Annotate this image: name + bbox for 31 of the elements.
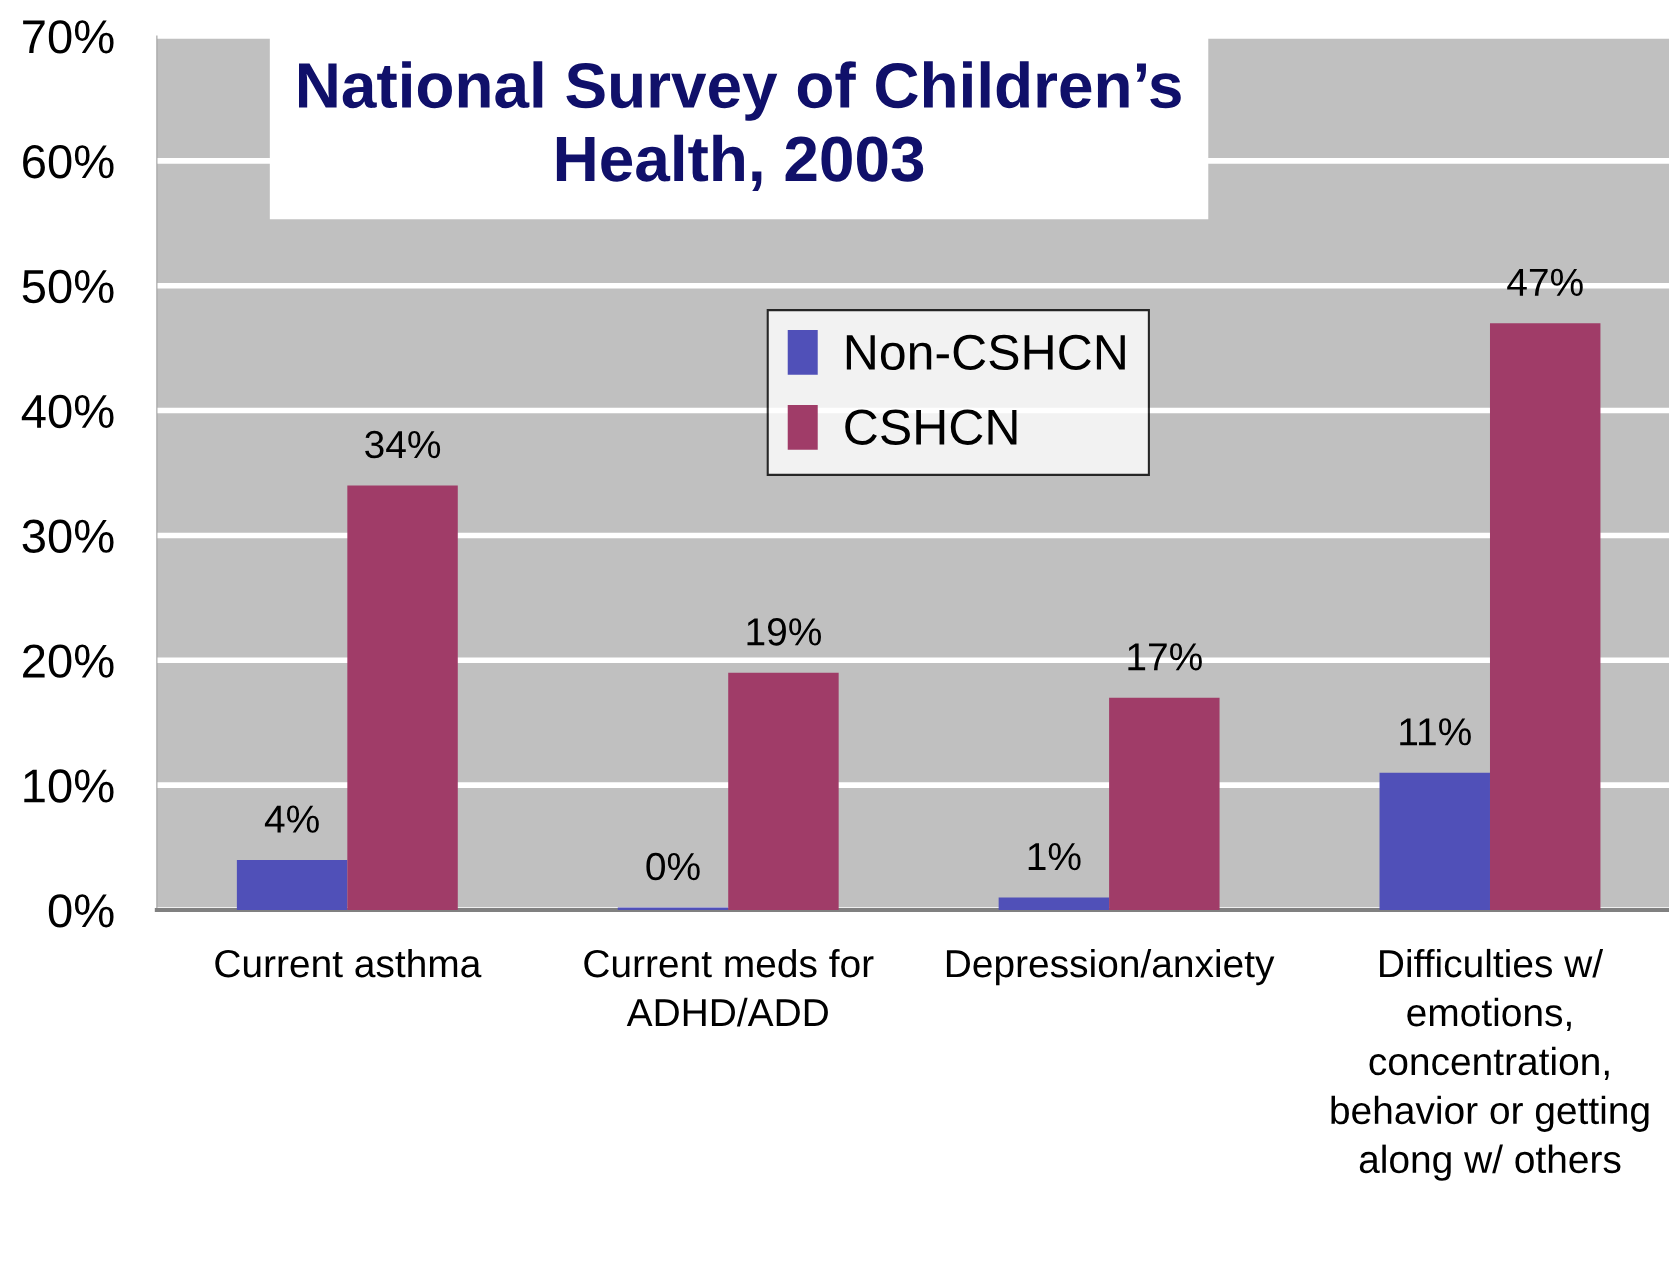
legend-label: CSHCN: [845, 409, 1017, 445]
bar: [236, 860, 348, 910]
y-tick-label: 0%: [48, 894, 114, 928]
x-tick-label: Difficulties w/ emotions, concentration, behavior or getting along w/ others: [1331, 948, 1649, 1181]
data-label: 11%: [1400, 718, 1471, 746]
bar: [1379, 772, 1490, 910]
y-tick-label: 70%: [23, 20, 114, 54]
data-label: 19%: [747, 618, 821, 646]
bar: [998, 897, 1110, 910]
y-tick-label: 50%: [22, 269, 114, 304]
y-tick-label: 20%: [23, 644, 114, 678]
x-tick-label: Depression/anxiety: [946, 948, 1275, 986]
data-label: 1%: [1028, 843, 1081, 871]
y-tick-label: 10%: [24, 769, 114, 803]
x-tick-label: Current meds for ADHD/ADD: [584, 948, 874, 1027]
data-label: 17%: [1128, 643, 1202, 671]
bar: [1109, 697, 1220, 910]
bar: [347, 485, 458, 910]
y-tick-label: 30%: [22, 519, 114, 553]
bar: [1489, 323, 1601, 910]
text: National Survey of Children’s Health, 2003: [299, 61, 1181, 191]
y-tick-label: 40%: [21, 394, 114, 429]
bar: [728, 672, 839, 910]
y-tick-label: 60%: [23, 144, 114, 179]
data-label: 0%: [646, 852, 700, 881]
data-label: 4%: [264, 805, 319, 833]
bar: [617, 907, 729, 910]
data-label: 34%: [365, 430, 441, 459]
data-label: 47%: [1507, 268, 1583, 296]
x-tick-label: Current asthma: [215, 948, 482, 978]
legend-label: Non-CSHCN: [846, 334, 1125, 371]
